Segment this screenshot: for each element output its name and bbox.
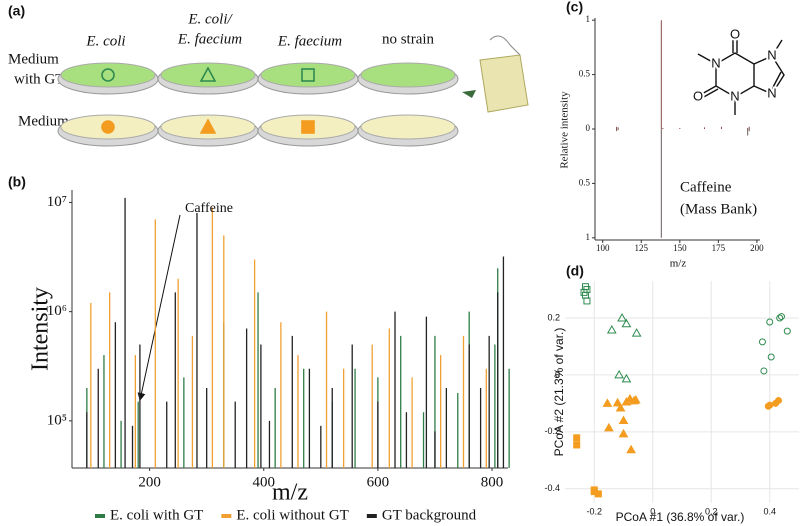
atom-label: N: [767, 85, 776, 100]
x-tick-label: 600: [367, 474, 390, 490]
panel-label: (b): [8, 174, 26, 190]
column-label: E. faecium: [177, 31, 242, 47]
dish-medium: [360, 62, 456, 88]
x-tick-label: -0.2: [586, 506, 602, 516]
legend-label: GT background: [382, 507, 477, 523]
x-axis-label: m/z: [272, 480, 308, 506]
x-tick-label: 800: [481, 474, 504, 490]
point: [573, 434, 581, 442]
point: [631, 328, 642, 337]
symbol: [199, 66, 217, 82]
symbol: [199, 118, 217, 134]
point: [604, 422, 614, 432]
y-tick-label: 0: [555, 369, 560, 379]
x-tick-label: 175: [712, 243, 726, 253]
y-axis-label: PCoA #2 (21.3% of var.): [552, 328, 566, 457]
annotation: Caffeine: [680, 179, 732, 195]
symbol: [101, 68, 115, 82]
point: [621, 373, 632, 383]
panel-label: (c): [566, 0, 583, 15]
point: [758, 338, 766, 346]
y-axis-label: Intensity: [28, 287, 54, 371]
row-label: Medium: [18, 113, 69, 129]
panel-label: (a): [8, 3, 25, 19]
x-tick-label: 0: [650, 506, 655, 516]
symbol: [301, 68, 315, 82]
point: [612, 397, 623, 407]
dish-medium: [360, 114, 456, 140]
x-axis-label: m/z: [670, 258, 687, 270]
point: [767, 353, 775, 361]
column-label: E. coli: [85, 33, 125, 49]
point: [606, 324, 617, 334]
x-tick-label: 200: [138, 474, 161, 490]
atom-label: N: [767, 47, 776, 62]
x-tick-label: 400: [252, 474, 275, 490]
panel-label: (d): [566, 263, 584, 279]
y-tick-label: 0.5: [579, 69, 591, 79]
point: [617, 312, 627, 322]
point: [766, 318, 774, 326]
y-tick-label: 0.2: [547, 312, 560, 322]
y-tick-label: 10⁶: [47, 303, 67, 319]
point: [760, 367, 768, 375]
atom-label: O: [693, 88, 703, 103]
point: [583, 297, 591, 305]
column-label: E. coli/: [187, 11, 233, 27]
point: [614, 369, 624, 379]
dish-medium: [160, 62, 256, 88]
point: [590, 488, 598, 496]
x-tick-label: 125: [635, 243, 649, 253]
y-tick-label: 10⁷: [47, 194, 67, 210]
y-tick-label: 10⁵: [47, 412, 67, 428]
y-axis-label: Relative intensity: [559, 91, 571, 169]
dish-medium: [260, 62, 356, 88]
point: [766, 401, 774, 409]
y-tick-label: -0.2: [544, 426, 560, 436]
point: [618, 415, 629, 424]
column-label: E. faecium: [277, 33, 342, 49]
annotation-arrow: [137, 214, 181, 401]
point: [573, 441, 581, 449]
atom-label: N: [730, 88, 739, 103]
tea-bag: [462, 35, 529, 113]
y-tick-label: 0.5: [579, 177, 591, 187]
y-tick-label: 1: [586, 14, 591, 24]
x-tick-label: 0.2: [705, 506, 718, 516]
molecule: [697, 36, 785, 115]
row-label: Medium: [8, 51, 59, 67]
point: [618, 428, 629, 438]
point: [602, 398, 613, 407]
point: [615, 402, 626, 412]
atom-label: O: [730, 26, 740, 41]
legend-label: E. coli without GT: [236, 507, 349, 523]
legend-label: E. coli with GT: [110, 507, 203, 523]
panel-a: (a) Medium with GT Medium E. coli E. col…: [8, 3, 529, 147]
row-label: with GT: [14, 71, 64, 87]
point: [776, 314, 784, 322]
symbol: [101, 120, 115, 134]
atom-label: N: [711, 55, 720, 70]
point: [626, 444, 636, 454]
x-tick-label: 0.4: [763, 506, 776, 516]
point: [777, 313, 785, 321]
point: [621, 318, 632, 328]
x-axis-label: PCoA #1 (36.8% of var.): [616, 510, 745, 524]
x-tick-label: 200: [750, 243, 764, 253]
point: [630, 394, 641, 404]
dish-medium: [60, 62, 156, 88]
dishes: [57, 62, 459, 147]
x-tick-label: 150: [673, 243, 687, 253]
point: [775, 397, 783, 405]
point: [783, 327, 791, 335]
annotation: Caffeine: [185, 201, 233, 216]
annotation: (Mass Bank): [680, 201, 757, 217]
y-tick-label: 1: [586, 232, 591, 242]
y-tick-label: 0: [586, 123, 591, 133]
y-tick-label: -0.4: [544, 483, 560, 493]
x-tick-label: 100: [596, 243, 610, 253]
symbol: [301, 120, 315, 134]
column-label: no strain: [382, 31, 435, 47]
